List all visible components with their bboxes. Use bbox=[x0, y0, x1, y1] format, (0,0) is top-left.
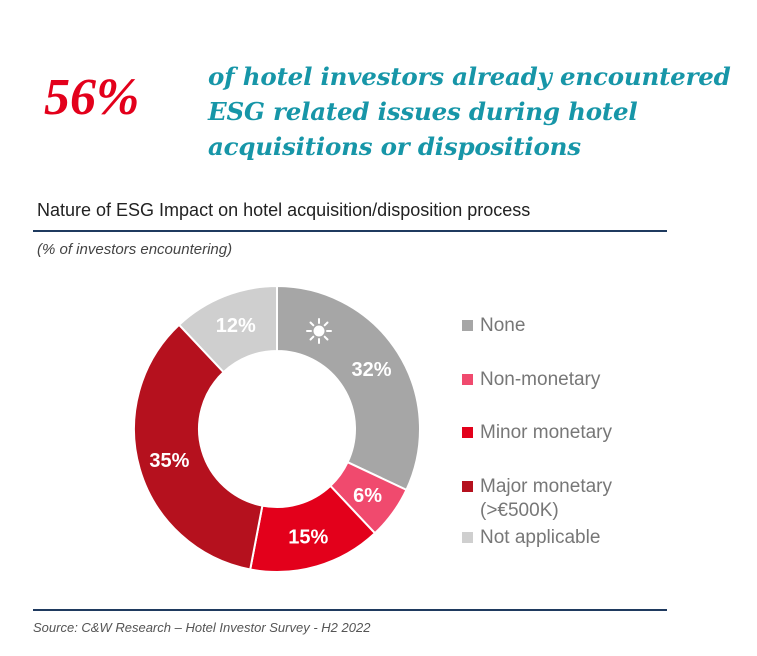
legend-swatch bbox=[462, 481, 473, 492]
legend-swatch bbox=[462, 427, 473, 438]
legend-label: Not applicable bbox=[480, 527, 601, 548]
legend-label: Non-monetary bbox=[480, 369, 601, 390]
sun-icon bbox=[306, 318, 332, 344]
source-note: Source: C&W Research – Hotel Investor Su… bbox=[33, 620, 371, 635]
headline-line-1: of hotel investors already encountered bbox=[208, 62, 731, 91]
headline-percent: 56% bbox=[44, 69, 140, 126]
headline-line-2: ESG related issues during hotel bbox=[208, 97, 638, 126]
legend-label: None bbox=[480, 315, 526, 336]
headline-line-3: acquisitions or dispositions bbox=[208, 132, 581, 161]
data-label-non-monetary: 6% bbox=[353, 485, 382, 507]
data-label-not-applicable: 12% bbox=[216, 315, 256, 337]
chart-subtitle: (% of investors encountering) bbox=[37, 241, 233, 258]
footer-divider bbox=[33, 609, 667, 611]
title-divider bbox=[33, 230, 667, 232]
legend-swatch bbox=[462, 532, 473, 543]
donut-slices bbox=[133, 284, 421, 573]
legend-swatch bbox=[462, 374, 473, 385]
slice-not-applicable bbox=[177, 284, 278, 374]
donut-data-labels: 32% 6% 15% 35% 12% bbox=[149, 315, 391, 549]
data-label-none: 32% bbox=[352, 359, 392, 381]
slice-none bbox=[276, 284, 421, 492]
legend-swatch bbox=[462, 320, 473, 331]
legend-label: Major monetary (>€500K) bbox=[480, 476, 612, 521]
headline-text: of hotel investors already encountered E… bbox=[208, 59, 738, 164]
chart-title: Nature of ESG Impact on hotel acquisitio… bbox=[37, 200, 531, 220]
data-label-major-monetary-500k: 35% bbox=[149, 450, 189, 472]
slice-major-monetary-500k bbox=[133, 323, 264, 571]
data-label-minor-monetary: 15% bbox=[288, 527, 328, 549]
legend-label: Minor monetary bbox=[480, 422, 612, 443]
